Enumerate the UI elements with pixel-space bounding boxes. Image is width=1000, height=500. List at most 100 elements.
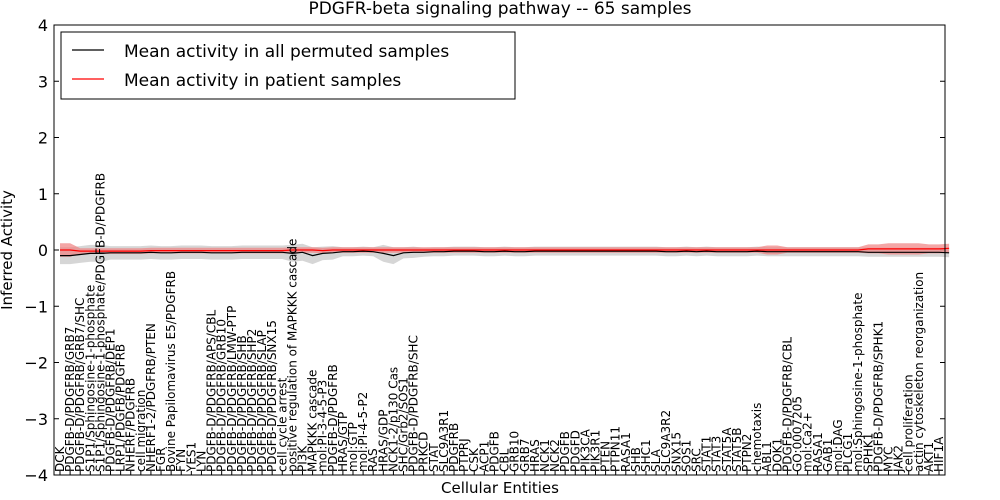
x-tick-label: positive regulation of MAPKKK cascade	[285, 239, 299, 472]
x-tick-label: PLCG1	[841, 433, 855, 472]
x-tick-label: MYC	[882, 447, 896, 472]
x-tick-label: PDGFB-D/PDGFRB/GRB7	[63, 327, 77, 472]
x-tick-label: JAK2	[892, 445, 906, 473]
x-tick-label: STAT5B	[730, 428, 744, 473]
confidence-bands	[60, 243, 950, 265]
y-tick-label: 1	[38, 185, 48, 204]
x-tick-label: SLC9A3R2	[659, 410, 673, 472]
x-tick-label: mol:GTP	[346, 422, 360, 472]
x-tick-label: NCK2	[548, 439, 562, 472]
x-tick-label: CSK	[467, 447, 481, 472]
x-tick-label: PDGFB-D/PDGFRB/GRB10	[215, 319, 229, 472]
x-tick-label: mol:PI-4-5-P2	[356, 392, 370, 472]
x-tick-label: DOK1	[770, 438, 784, 472]
x-tick-label: STAT5A	[720, 427, 734, 472]
line-permuted	[60, 250, 950, 257]
x-tick-label: mol:Ca2+	[801, 412, 815, 472]
x-tick-label: PRKCD	[417, 432, 431, 472]
x-tick-label: PIK3R1	[589, 430, 603, 472]
x-tick-label: PTEN	[599, 441, 613, 472]
x-tick-label: HRAS	[528, 439, 542, 472]
x-tick-label: YES1	[184, 442, 198, 473]
x-tick-label: SHB	[629, 447, 643, 472]
x-tick-label: SLA	[649, 448, 663, 472]
x-tick-label: NCK1-2/p130 Cas	[386, 367, 400, 472]
x-tick-label: mol:PI-3-4-5-P3	[316, 380, 330, 472]
legend-box	[60, 31, 516, 100]
x-tick-label: PTPN11	[609, 426, 623, 472]
x-axis-label: Cellular Entities	[441, 479, 559, 497]
y-tick-label: −3	[24, 410, 48, 429]
x-tick-label: RASA1	[811, 432, 825, 472]
x-tick-label: LRP1/PDGFB/PDGFRB	[114, 344, 128, 472]
x-tick-label: SPHK1	[861, 433, 875, 472]
y-axis-label: Inferred Activity	[0, 190, 16, 310]
x-tick-label: SOS1	[679, 440, 693, 472]
band-permuted	[60, 243, 950, 265]
x-tick-label: RAS	[366, 448, 380, 472]
x-tick-label: PDGFB-D/PDGFRB/SHB	[235, 335, 249, 472]
x-tick-label: PDGFB-D/PDGFRB/APS/CBL	[205, 309, 219, 472]
line-patient	[60, 247, 950, 252]
x-tick-label: SNX15	[669, 432, 683, 472]
x-tick-label: SLC9A3R1	[437, 410, 451, 472]
x-tick-label: DCK	[53, 445, 67, 472]
y-tick-label: 2	[38, 129, 48, 148]
x-tick-label: S1P1/Sphingosine-1-phosphate	[83, 285, 97, 472]
legend: Mean activity in all permuted samples Me…	[60, 31, 516, 100]
x-tick-label: cell proliferation	[902, 374, 916, 472]
legend-label-permuted: Mean activity in all permuted samples	[124, 42, 449, 62]
x-tick-label: FGR	[154, 447, 168, 472]
x-tick-label: mol:Sphingosine-1-phosphate	[851, 293, 865, 473]
x-tick-label: PTPN2	[740, 434, 754, 472]
x-tick-label: PDGFB-D/PDGFRB/SNX15	[265, 320, 279, 472]
x-tick-label: PDGFB-D/PDGFRB/DEP1	[104, 328, 118, 472]
x-tick-label: mol:DAG	[831, 419, 845, 472]
y-tick-label: 4	[38, 16, 48, 35]
x-tick-label: PDGFB-D/PDGFRB/SHP2	[245, 329, 259, 472]
x-tick-label: PDGFB	[487, 431, 501, 472]
y-tick-label: 3	[38, 72, 48, 91]
x-tick-label: STAT	[427, 443, 441, 472]
x-tick-label: STAT1	[700, 436, 714, 472]
x-tick-label: PDGFB-D/PDGFRB/SHC	[407, 335, 421, 472]
x-tick-label: PDGFB-D/PDGFRB	[326, 364, 340, 472]
x-tick-label: GAB1	[821, 439, 835, 472]
series-lines	[60, 247, 950, 257]
x-tick-label: PDGFB-D/PDGFRB/SPHK1	[871, 321, 885, 472]
x-tick-label: GO:0007205	[791, 396, 805, 472]
x-tick-label: SHC/Grb2/SOS1	[397, 377, 411, 472]
x-tick-label: HIF1A	[932, 436, 946, 472]
x-tick-label: FYN	[174, 449, 188, 472]
x-tick-label: GRB10	[508, 431, 522, 472]
x-tick-label: PDGFB-D/PDGFRB/GRB7/SHC	[73, 298, 87, 472]
x-tick-label: SHC1	[639, 439, 653, 472]
x-tick-label: HRAS/GTP	[336, 412, 350, 472]
x-tick-label: PDGFB	[558, 431, 572, 472]
x-tick-label: STAT3	[710, 436, 724, 472]
x-tick-label: ACP1	[477, 441, 491, 472]
x-tick-label: RASA1	[619, 432, 633, 472]
x-tick-label: PDGFB-D/PDGFRB/SLAP	[255, 330, 269, 472]
y-tick-label: −2	[24, 354, 48, 373]
x-tick-label: GRB7	[518, 438, 532, 472]
x-tick-label: NCK1	[538, 439, 552, 472]
x-tick-label: Bovine Papilomavirus E5/PDGFRB	[164, 271, 178, 472]
x-axis-tick-labels: DCKPDGFB-D/PDGFRB/GRB7PDGFB-D/PDGFRB/GRB…	[53, 173, 946, 475]
x-tick-label: PDGFB-D/PDGFRB/LMW-PTP	[225, 306, 239, 472]
x-tick-label: PDGFD	[568, 430, 582, 472]
x-tick-label: NHERF1-2/PDGFRB/PTEN	[144, 323, 158, 472]
x-tick-label: HRAS/GDP	[376, 409, 390, 472]
x-tick-label: cell migration	[134, 390, 148, 472]
x-tick-label: PDGFRB	[447, 423, 461, 472]
x-tick-label: LYN	[194, 451, 208, 472]
x-tick-label: actin cytoskeleton reorganization	[912, 272, 926, 472]
x-tick-label: PTPRJ	[457, 438, 471, 472]
x-tick-label: SRC	[690, 448, 704, 472]
x-tick-label: ABL1	[760, 441, 774, 472]
x-tick-label: NHERF/PDGFRB	[124, 378, 138, 472]
x-tick-label: cell cycle arrest	[275, 377, 289, 472]
x-tick-label: MAPKKK cascade	[306, 370, 320, 472]
chart-title: PDGFR-beta signaling pathway -- 65 sampl…	[308, 0, 691, 19]
